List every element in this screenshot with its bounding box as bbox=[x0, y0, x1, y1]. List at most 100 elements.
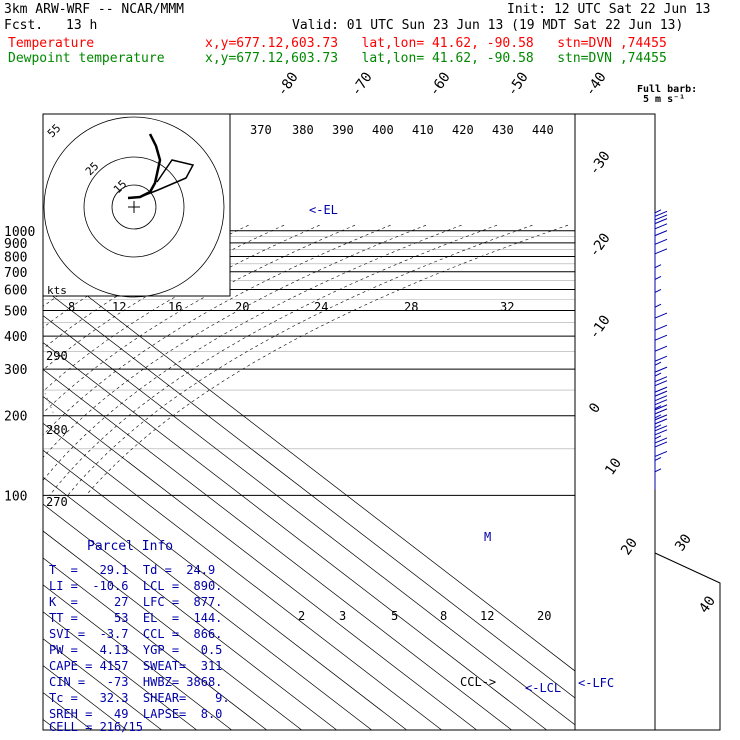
hodograph-ring bbox=[83, 156, 185, 258]
model-title: 3km ARW-WRF -- NCAR/MMM bbox=[4, 2, 185, 17]
parcel-row: SREH = 49 LAPSE= 8.0 bbox=[49, 707, 223, 721]
barb-column-frame bbox=[575, 113, 721, 731]
isotherm-label: -30 bbox=[586, 148, 614, 178]
isotherm-label: 30 bbox=[672, 531, 695, 554]
barb-title: Full barb: bbox=[637, 84, 698, 95]
isotherm-line bbox=[43, 476, 372, 730]
dry-adiabat-label: 440 bbox=[532, 123, 554, 137]
wind-barb bbox=[654, 312, 668, 337]
isotherm-label: -50 bbox=[504, 69, 532, 99]
ccl-marker: CCL-> bbox=[460, 675, 496, 689]
temperature-point-info: x,y=677.12,603.73 lat,lon= 41.62, -90.58… bbox=[205, 36, 667, 51]
hodograph-units-label: kts bbox=[47, 284, 67, 297]
pressure-tick-label: 200 bbox=[4, 410, 27, 425]
barb-units: 5 m s⁻¹ bbox=[643, 94, 686, 105]
isotherm-line bbox=[43, 395, 477, 730]
isotherm-label: 10 bbox=[602, 455, 625, 478]
dry-adiabat bbox=[43, 224, 462, 481]
isotherm-line bbox=[43, 611, 197, 730]
dry-adiabat bbox=[67, 224, 533, 496]
hodograph-axis-label: 24 bbox=[314, 300, 328, 314]
isotherm-label: -60 bbox=[426, 69, 454, 99]
mixing-ratio-label: 3 bbox=[339, 609, 346, 623]
dewpoint-legend: Dewpoint temperature bbox=[8, 51, 165, 66]
wind-barb bbox=[654, 218, 668, 242]
wind-barb bbox=[654, 264, 662, 286]
forecast-label: Fcst. bbox=[4, 18, 44, 33]
hodograph-trace bbox=[139, 159, 195, 198]
isotherm-label: -40 bbox=[582, 69, 610, 99]
pressure-tick-label: 300 bbox=[4, 363, 27, 378]
mixing-ratio-label: 2 bbox=[298, 609, 305, 623]
isotherm-line bbox=[43, 503, 337, 730]
dry-adiabat bbox=[43, 224, 427, 458]
isotherm-line bbox=[43, 584, 232, 730]
lcl-marker: <-LCL bbox=[525, 681, 561, 695]
dry-adiabat bbox=[43, 224, 356, 414]
pressure-tick-label: 100 bbox=[4, 489, 27, 504]
isotherm-line bbox=[43, 315, 575, 726]
hodograph-ring bbox=[43, 116, 225, 298]
dry-adiabat-label: 290 bbox=[46, 349, 68, 363]
parcel-row: T = 29.1 Td = 24.9 bbox=[49, 563, 216, 577]
parcel-row: PW = 4.13 YGP = 0.5 bbox=[49, 643, 223, 657]
mixing-ratio-label: 8 bbox=[440, 609, 447, 623]
isotherm-line bbox=[43, 449, 407, 730]
parcel-info-panel: Parcel Info T = 29.1 Td = 24.9 LI = -10.… bbox=[43, 538, 230, 734]
m-marker: M bbox=[484, 530, 491, 544]
pressure-tick-label: 700 bbox=[4, 266, 27, 281]
dry-adiabat-label: 390 bbox=[332, 123, 354, 137]
pressure-tick-label: 400 bbox=[4, 330, 27, 345]
plot-frame bbox=[42, 113, 576, 731]
isotherm-line bbox=[43, 557, 267, 730]
isotherm-line bbox=[43, 369, 512, 730]
lfc-marker: <-LFC bbox=[578, 676, 614, 690]
isotherm-label: -20 bbox=[586, 230, 614, 260]
hodograph-axis-label: 12 bbox=[112, 300, 126, 314]
wind-barb bbox=[654, 425, 668, 449]
parcel-row: LI = -10.6 LCL = 890. bbox=[49, 579, 223, 593]
wind-barb bbox=[654, 468, 662, 490]
isotherm-line bbox=[43, 261, 575, 672]
wind-barb bbox=[654, 324, 668, 349]
pressure-tick-label: 600 bbox=[4, 284, 27, 299]
parcel-row: TT = 53 EL = 144. bbox=[49, 611, 223, 625]
hodograph-axis-label: 20 bbox=[235, 300, 249, 314]
parcel-row: K = 27 LFC = 877. bbox=[49, 595, 223, 609]
parcel-row: Tc = 32.3 SHEAR= 9. bbox=[49, 691, 230, 705]
isotherm-label: 0 bbox=[586, 400, 604, 416]
wind-barb bbox=[654, 345, 668, 370]
el-marker: <-EL bbox=[309, 203, 338, 217]
pressure-tick-label: 900 bbox=[4, 237, 27, 252]
dry-adiabat-label: 270 bbox=[46, 495, 68, 509]
dry-adiabat bbox=[43, 224, 391, 436]
wind-barb bbox=[654, 209, 662, 231]
parcel-row: CIN = -73 HWBZ= 3868. bbox=[49, 675, 223, 689]
dry-adiabat bbox=[85, 224, 569, 496]
valid-time: Valid: 01 UTC Sun 23 Jun 13 (19 MDT Sat … bbox=[292, 18, 684, 33]
parcel-row: CELL = 216/15 bbox=[49, 720, 143, 734]
isotherm-line bbox=[43, 422, 442, 730]
parcel-row: CAPE = 4157 SWEAT= 311 bbox=[49, 659, 223, 673]
parcel-info-title: Parcel Info bbox=[87, 539, 174, 554]
wind-barb bbox=[654, 366, 668, 391]
wind-barb bbox=[654, 303, 662, 326]
dewpoint-point-info: x,y=677.12,603.73 lat,lon= 41.62, -90.58… bbox=[205, 51, 667, 66]
dry-adiabat-label: 370 bbox=[250, 123, 272, 137]
parcel-row: SVI = -3.7 CCL = 866. bbox=[49, 627, 223, 641]
hodograph-axis-label: 8 bbox=[68, 300, 75, 314]
init-time: Init: 12 UTC Sat 22 Jun 13 bbox=[507, 2, 711, 17]
isotherm-line bbox=[43, 530, 302, 730]
wind-barb bbox=[654, 289, 662, 311]
dry-adiabat-label: 420 bbox=[452, 123, 474, 137]
hodograph-ring bbox=[111, 184, 157, 230]
isotherm-label: -10 bbox=[586, 312, 614, 342]
isotherm-label: 20 bbox=[618, 535, 641, 558]
mixing-ratio-label: 12 bbox=[480, 609, 494, 623]
hodograph-axis-label: 16 bbox=[168, 300, 182, 314]
isotherm-label: 40 bbox=[696, 593, 719, 616]
mixing-ratio-label: 20 bbox=[537, 609, 551, 623]
dry-adiabat-label: 430 bbox=[492, 123, 514, 137]
pressure-tick-label: 800 bbox=[4, 250, 27, 265]
wind-barb bbox=[654, 275, 662, 298]
